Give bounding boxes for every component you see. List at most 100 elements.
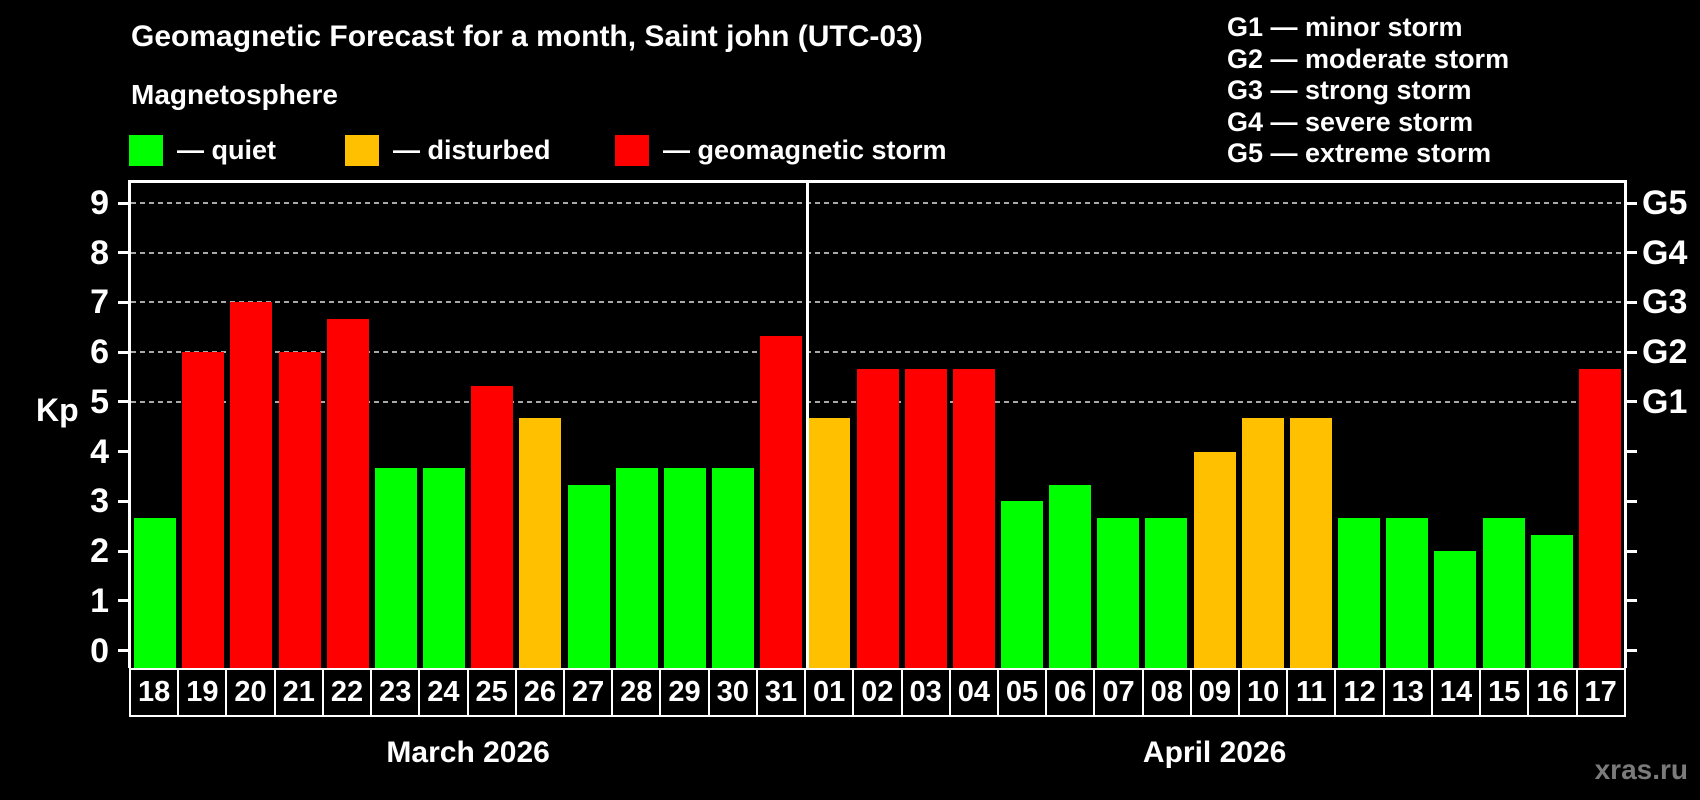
g-scale-label-g3: G3 <box>1642 283 1688 322</box>
date-cell-31: 31 <box>758 670 807 715</box>
date-cell-23: 23 <box>372 670 421 715</box>
y-tick-label-3: 3 <box>90 482 109 521</box>
date-cell-11: 11 <box>1288 670 1337 715</box>
date-cell-16: 16 <box>1529 670 1578 715</box>
kp-bar-day-22 <box>326 318 369 668</box>
y-tick-9 <box>118 201 131 205</box>
g-scale-legend: G1 — minor storm G2 — moderate storm G3 … <box>1227 12 1509 170</box>
date-cell-29: 29 <box>661 670 710 715</box>
date-cell-03: 03 <box>903 670 951 715</box>
y-tick-label-1: 1 <box>90 581 109 620</box>
date-cell-21: 21 <box>276 670 324 715</box>
y-tick-label-7: 7 <box>90 283 109 322</box>
kp-bar-day-01 <box>808 418 851 668</box>
kp-bar-day-09 <box>1193 451 1236 668</box>
y-tick-3 <box>118 499 131 503</box>
kp-bar-day-29 <box>663 468 706 668</box>
y-tick-2 <box>118 549 131 553</box>
date-cell-24: 24 <box>420 670 469 715</box>
chart-title: Geomagnetic Forecast for a month, Saint … <box>131 20 923 53</box>
gridline-kp9 <box>131 202 1624 205</box>
month-separator-line <box>806 183 810 668</box>
date-cell-28: 28 <box>613 670 662 715</box>
kp-bar-day-20 <box>230 302 273 668</box>
gridline-kp8 <box>131 251 1624 254</box>
kp-bar-day-26 <box>519 418 562 668</box>
legend-label-quiet: — quiet <box>177 135 276 165</box>
chart-subtitle: Magnetosphere <box>131 79 338 110</box>
right-tick-1 <box>1624 599 1637 603</box>
kp-bar-day-03 <box>904 368 947 668</box>
y-tick-label-4: 4 <box>90 432 109 471</box>
g4-legend-line: G4 — severe storm <box>1227 106 1474 137</box>
date-cell-13: 13 <box>1385 670 1433 715</box>
kp-bar-day-24 <box>423 468 466 668</box>
kp-bar-day-30 <box>712 468 755 668</box>
date-cell-08: 08 <box>1144 670 1192 715</box>
kp-bar-day-21 <box>278 352 321 668</box>
gridline-kp7 <box>131 301 1624 304</box>
g2-legend-line: G2 — moderate storm <box>1227 43 1510 74</box>
y-tick-6 <box>118 350 131 354</box>
date-cell-09: 09 <box>1192 670 1241 715</box>
legend-label-storm: — geomagnetic storm <box>663 135 947 165</box>
date-cell-18: 18 <box>131 670 180 715</box>
kp-bar-day-10 <box>1241 418 1284 668</box>
watermark: xras.ru <box>1594 754 1688 785</box>
date-cell-26: 26 <box>517 670 565 715</box>
legend-item-storm: — geomagnetic storm <box>615 135 947 166</box>
gridline-kp6 <box>131 351 1624 354</box>
g5-legend-line: G5 — extreme storm <box>1227 138 1492 168</box>
date-cell-22: 22 <box>324 670 373 715</box>
right-tick-5 <box>1624 400 1637 404</box>
date-cell-15: 15 <box>1481 670 1530 715</box>
y-tick-1 <box>118 599 131 603</box>
right-tick-7 <box>1624 300 1637 304</box>
kp-bar-day-08 <box>1145 517 1188 668</box>
g-scale-label-g4: G4 <box>1642 233 1688 272</box>
y-tick-8 <box>118 251 131 255</box>
g-scale-label-g2: G2 <box>1642 333 1688 372</box>
y-tick-0 <box>118 649 131 652</box>
date-cell-30: 30 <box>710 670 758 715</box>
right-tick-2 <box>1624 549 1637 553</box>
kp-bar-day-02 <box>856 368 899 668</box>
y-tick-label-9: 9 <box>90 184 109 223</box>
kp-bar-day-04 <box>952 368 995 668</box>
legend-item-quiet: — quiet <box>129 135 276 166</box>
kp-bar-day-12 <box>1338 517 1381 668</box>
date-cell-12: 12 <box>1336 670 1385 715</box>
kp-bar-day-15 <box>1482 517 1525 668</box>
kp-bar-day-18 <box>134 517 177 668</box>
date-cell-10: 10 <box>1240 670 1289 715</box>
right-tick-3 <box>1624 499 1637 503</box>
date-cell-25: 25 <box>469 670 517 715</box>
kp-bar-day-31 <box>760 335 803 668</box>
right-tick-9 <box>1624 201 1637 205</box>
g1-legend-line: G1 — minor storm <box>1227 12 1463 42</box>
date-cell-17: 17 <box>1584 676 1617 708</box>
date-cell-19: 19 <box>179 670 228 715</box>
kp-bar-day-11 <box>1289 418 1332 668</box>
disturbed-color-swatch <box>345 135 379 166</box>
y-tick-label-5: 5 <box>90 382 109 421</box>
y-axis-label: Kp <box>36 392 79 428</box>
kp-bar-day-17 <box>1578 368 1621 668</box>
right-tick-8 <box>1624 251 1637 255</box>
date-cell-05: 05 <box>999 670 1048 715</box>
storm-color-swatch <box>615 135 649 166</box>
kp-bar-day-06 <box>1049 484 1092 668</box>
date-cell-27: 27 <box>565 670 614 715</box>
date-cell-07: 07 <box>1095 670 1144 715</box>
kp-bar-day-14 <box>1434 551 1477 668</box>
right-tick-6 <box>1624 350 1637 354</box>
y-tick-label-8: 8 <box>90 233 109 272</box>
month-label-april: April 2026 <box>1142 736 1287 769</box>
kp-bar-day-16 <box>1530 534 1573 668</box>
y-axis-line <box>128 180 131 668</box>
kp-bar-day-13 <box>1386 517 1429 668</box>
date-cell-01: 01 <box>806 670 855 715</box>
date-cell-20: 20 <box>227 670 276 715</box>
y-tick-7 <box>118 300 131 304</box>
plot-area: 0 1 2 3 4 5 6 7 8 9 G1 G2 G3 G4 G5 <box>90 180 1687 669</box>
